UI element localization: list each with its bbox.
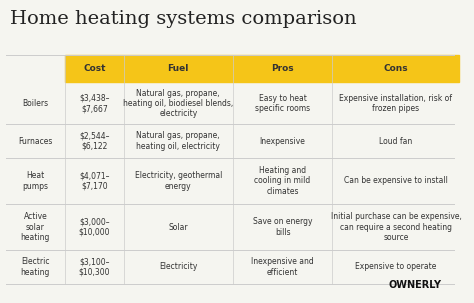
Text: Furnaces: Furnaces [18, 137, 53, 146]
Text: Heat
pumps: Heat pumps [22, 171, 48, 191]
Text: Save on energy
bills: Save on energy bills [253, 217, 312, 237]
Bar [65, 55, 459, 82]
Text: Inexpensive and
efficient: Inexpensive and efficient [251, 257, 314, 277]
Text: Initial purchase can be expensive,
can require a second heating
source: Initial purchase can be expensive, can r… [330, 212, 461, 242]
Text: Active
solar
heating: Active solar heating [21, 212, 50, 242]
Text: Electric
heating: Electric heating [21, 257, 50, 277]
Text: Fuel: Fuel [168, 65, 189, 73]
Text: OWNERLY: OWNERLY [388, 280, 441, 290]
Text: Inexpensive: Inexpensive [260, 137, 306, 146]
Text: Solar: Solar [168, 222, 188, 231]
Text: $3,438–
$7,667: $3,438– $7,667 [79, 94, 109, 113]
Text: Easy to heat
specific rooms: Easy to heat specific rooms [255, 94, 310, 113]
Text: Boilers: Boilers [22, 99, 48, 108]
Text: Expensive to operate: Expensive to operate [356, 262, 437, 271]
Text: Electricity, geothermal
energy: Electricity, geothermal energy [135, 171, 222, 191]
Text: Can be expensive to install: Can be expensive to install [344, 176, 448, 185]
Text: Cost: Cost [83, 65, 106, 73]
Text: $3,000–
$10,000: $3,000– $10,000 [79, 217, 110, 237]
Text: Pros: Pros [271, 65, 294, 73]
Text: Cons: Cons [383, 65, 408, 73]
Text: $4,071–
$7,170: $4,071– $7,170 [79, 171, 109, 191]
Text: $3,100–
$10,300: $3,100– $10,300 [79, 257, 110, 277]
Text: Natural gas, propane,
heating oil, electricity: Natural gas, propane, heating oil, elect… [137, 132, 220, 151]
Text: Expensive installation, risk of
frozen pipes: Expensive installation, risk of frozen p… [339, 94, 453, 113]
Text: $2,544–
$6,122: $2,544– $6,122 [79, 132, 109, 151]
Text: Heating and
cooling in mild
climates: Heating and cooling in mild climates [255, 166, 311, 196]
Text: Electricity: Electricity [159, 262, 198, 271]
Text: Loud fan: Loud fan [379, 137, 412, 146]
Text: Home heating systems comparison: Home heating systems comparison [10, 10, 357, 28]
Text: Natural gas, propane,
heating oil, biodiesel blends,
electricity: Natural gas, propane, heating oil, biodi… [123, 88, 233, 118]
